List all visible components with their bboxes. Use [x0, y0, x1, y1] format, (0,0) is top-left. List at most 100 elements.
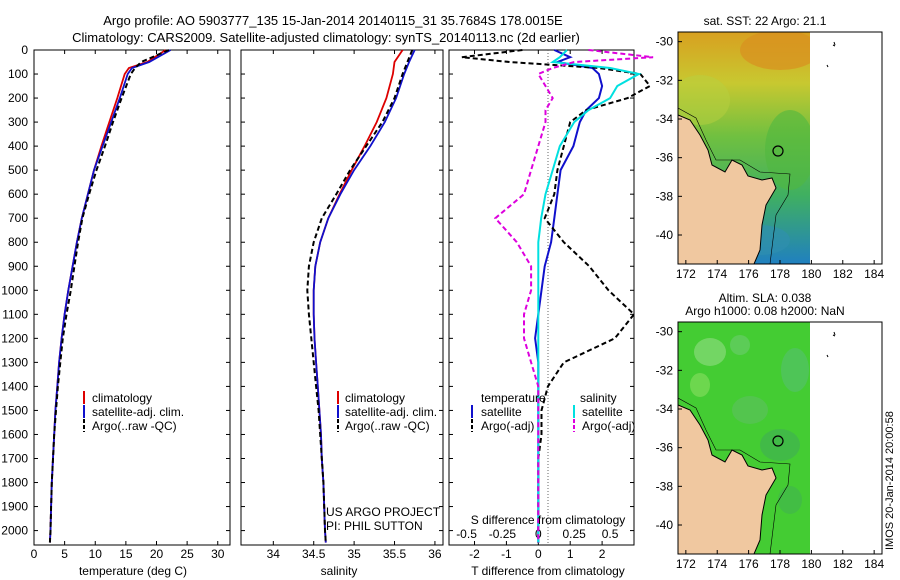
depth-tick-label: 700 — [8, 211, 28, 225]
depth-tick-label: 2000 — [1, 524, 28, 538]
longitude-tick-label: 174 — [707, 557, 727, 571]
depth-tick-label: 400 — [8, 139, 28, 153]
series-line-salinity-argo-adj- — [493, 49, 654, 543]
depth-tick-labels: 0 100 200 300 400 500 600 700 800 900 1000 1100 1200… — [1, 43, 634, 538]
depth-tick-label: 200 — [8, 91, 28, 105]
depth-tick-label: 1600 — [1, 427, 28, 441]
legend-label-climatology: climatology — [345, 391, 405, 405]
legend-label-climatology: climatology — [92, 391, 152, 405]
title-line-1: Argo profile: AO 5903777_135 15-Jan-2014… — [103, 13, 563, 28]
latitude-tick-label: -38 — [656, 189, 674, 203]
legend-label-argo: Argo(..raw -QC) — [92, 419, 177, 433]
depth-tick-label: 300 — [8, 115, 28, 129]
depth-tick-label: 500 — [8, 163, 28, 177]
x-tick-label: 34 — [267, 547, 281, 561]
series-line-argo-raw-qc- — [48, 49, 170, 543]
x-tick-label: -2 — [469, 547, 480, 561]
x-tick-label: 35.5 — [383, 547, 407, 561]
sla-nodata — [810, 322, 882, 554]
depth-tick-label: 1700 — [1, 451, 28, 465]
x-tick-label: 5 — [61, 547, 68, 561]
depth-tick-label: 800 — [8, 235, 28, 249]
top-tick-label: 0.25 — [563, 527, 587, 541]
longitude-tick-label: 184 — [864, 557, 884, 571]
longitude-tick-label: 172 — [676, 267, 696, 281]
series-line-salinity-satellite — [537, 49, 642, 543]
sst-map — [677, 31, 883, 265]
depth-tick-label: 1200 — [1, 331, 28, 345]
salinity-difference-tick-labels: -0.5 -0.25 0 0.25 0.5 — [456, 527, 619, 541]
latitude-tick-label: -38 — [656, 479, 674, 493]
sla-texture — [681, 335, 809, 550]
longitude-tick-label: 178 — [770, 267, 790, 281]
top-tick-label: 0.5 — [602, 527, 619, 541]
difference-axes — [448, 49, 635, 546]
latitude-tick-label: -32 — [656, 73, 674, 87]
difference-legend: temperature salinity satellite Argo(-adj… — [471, 391, 635, 433]
longitude-tick-label: 182 — [833, 557, 853, 571]
top-tick-label: -0.25 — [489, 527, 517, 541]
sst-latitude-tick-labels: -30 -32 -34 -36 -38 -40 — [656, 35, 682, 242]
title-line-2: Climatology: CARS2009. Satellite-adjuste… — [72, 30, 580, 45]
sla-map-subtitle: Argo h1000: 0.08 h2000: NaN — [685, 304, 844, 318]
temperature-tick-labels: 0 5 10 15 20 25 30 — [31, 50, 225, 561]
kermadec-islands — [826, 41, 836, 68]
depth-tick-label: 600 — [8, 187, 28, 201]
salinity-tick-labels: 34 34.5 35 35.5 36 — [267, 50, 442, 561]
depth-tick-label: 0 — [21, 43, 28, 57]
argo-float-marker — [772, 435, 784, 447]
longitude-tick-label: 180 — [801, 557, 821, 571]
series-line-temperature-satellite — [534, 49, 604, 543]
depth-tick-label: 100 — [8, 67, 28, 81]
legend-label-s-argo: Argo(-adj) — [582, 419, 635, 433]
depth-tick-label: 900 — [8, 259, 28, 273]
latitude-tick-label: -40 — [656, 228, 674, 242]
latitude-tick-label: -30 — [656, 325, 674, 339]
sst-longitude-tick-labels: 172 174 176 178 180 182 184 — [676, 260, 884, 281]
longitude-tick-label: 182 — [833, 267, 853, 281]
argo-float-marker — [772, 145, 784, 157]
x-tick-label: 0 — [31, 547, 38, 561]
latitude-tick-label: -32 — [656, 363, 674, 377]
difference-axis-label: T difference from climatology — [471, 564, 625, 578]
series-line-temperature-argo-adj- — [461, 49, 652, 543]
longitude-tick-label: 180 — [801, 267, 821, 281]
salinity-difference-axis-label: S difference from climatology — [471, 513, 626, 527]
top-tick-label: -0.5 — [456, 527, 477, 541]
legend-label-s-satellite: satellite — [582, 405, 623, 419]
sla-map-title: Altim. SLA: 0.038 — [719, 291, 812, 305]
kermadec-islands — [826, 331, 836, 358]
longitude-tick-label: 176 — [739, 267, 759, 281]
depth-tick-label: 1400 — [1, 379, 28, 393]
latitude-tick-label: -40 — [656, 518, 674, 532]
shelf-contour — [678, 107, 791, 264]
pi-credit: PI: PHIL SUTTON — [326, 519, 423, 533]
x-tick-label: 36 — [428, 547, 442, 561]
x-tick-label: 15 — [119, 547, 133, 561]
x-tick-label: 0 — [535, 547, 542, 561]
longitude-tick-label: 174 — [707, 267, 727, 281]
sla-map — [677, 321, 883, 555]
salinity-axes — [240, 49, 444, 546]
depth-tick-label: 1800 — [1, 476, 28, 490]
x-tick-label: 30 — [211, 547, 225, 561]
difference-tick-labels: -2 -1 0 1 2 — [469, 50, 606, 561]
legend-label-satellite: satellite-adj. clim. — [345, 405, 437, 419]
series-line-satellite-adj-clim- — [312, 49, 416, 543]
depth-tick-label: 1300 — [1, 355, 28, 369]
x-tick-label: 25 — [180, 547, 194, 561]
temperature-axis-label: temperature (deg C) — [79, 564, 187, 578]
legend-header-temperature: temperature — [481, 391, 546, 405]
x-tick-label: 34.5 — [302, 547, 326, 561]
latitude-tick-label: -36 — [656, 151, 674, 165]
depth-tick-label: 1900 — [1, 500, 28, 514]
temperature-series — [48, 49, 172, 543]
difference-series — [461, 49, 654, 543]
depth-tick-label: 1500 — [1, 403, 28, 417]
legend-label-argo: Argo(..raw -QC) — [345, 419, 430, 433]
depth-tick-label: 1100 — [2, 307, 28, 321]
legend-label-satellite: satellite-adj. clim. — [92, 405, 184, 419]
sst-map-title: sat. SST: 22 Argo: 21.1 — [704, 14, 827, 28]
salinity-series — [306, 49, 416, 543]
